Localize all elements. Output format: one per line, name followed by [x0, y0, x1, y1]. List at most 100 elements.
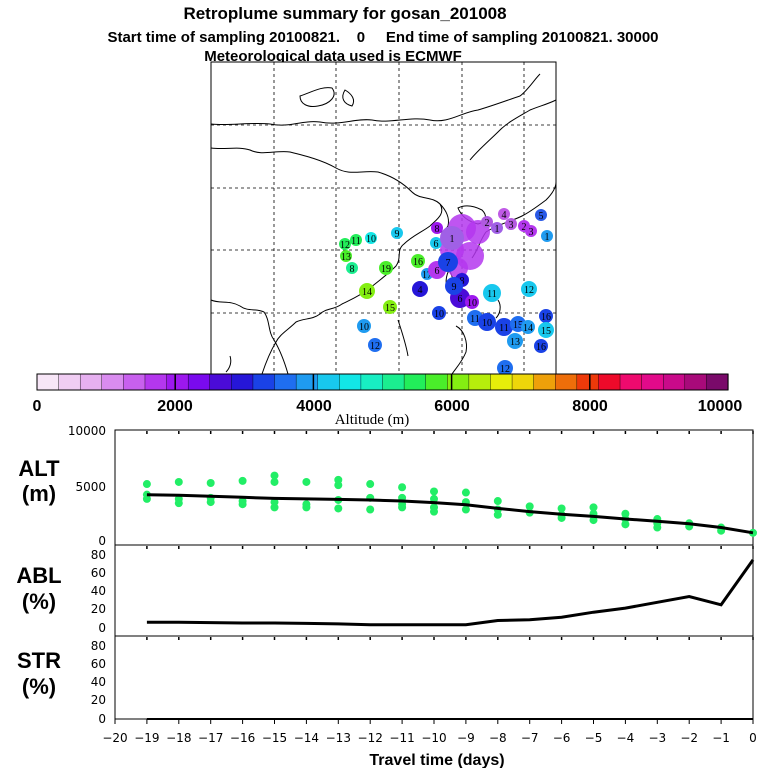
x-tick-label: −12: [358, 731, 383, 745]
colorbar-cell: [187, 373, 211, 391]
map-marker-label: 13: [341, 252, 351, 263]
map-marker: [357, 319, 371, 333]
map-marker: [430, 237, 442, 249]
map-marker: [497, 360, 513, 376]
alt-scatter-point: [270, 503, 279, 512]
colorbar-cell: [101, 373, 124, 391]
alt-scatter-point: [525, 502, 534, 511]
colorbar-title: Altitude (m): [335, 412, 410, 428]
panel-tick-dot: [305, 637, 308, 640]
map-marker: [507, 333, 523, 349]
panel-tick-dot: [720, 546, 722, 549]
map-marker-label: 7: [446, 258, 451, 269]
map-marker: [495, 318, 513, 336]
colorbar-cell: [295, 373, 319, 391]
map-marker-label: 10: [359, 322, 369, 333]
alt-scatter-point: [589, 503, 598, 512]
str-y-ticks: 80 60 40 20 0: [91, 639, 106, 726]
map-marker: [379, 261, 393, 275]
panel-tick-dot: [178, 637, 180, 640]
panel-tick-dot: [592, 637, 595, 640]
abl-ytick-label: 40: [91, 584, 106, 598]
alt-scatter-point: [366, 480, 375, 489]
colorbar-cell: [684, 373, 707, 391]
panel-tick-dot: [401, 431, 403, 434]
panel-tick-dot: [273, 431, 276, 434]
colorbar-tick-label: 2000: [157, 398, 193, 415]
colorbar-cell: [425, 373, 448, 391]
map-marker: [339, 238, 351, 250]
map-marker: [505, 218, 517, 230]
map-marker-label: 10: [434, 309, 444, 320]
x-tick-label: −6: [553, 731, 571, 745]
map-marker-label: 16: [413, 257, 423, 268]
x-tick-label: −1: [712, 731, 730, 745]
map-marker-label: 14: [362, 287, 372, 298]
panel-tick-dot: [560, 546, 563, 549]
panel-tick-dot: [146, 431, 148, 434]
colorbar-cell: [231, 373, 254, 391]
map-marker: [346, 262, 358, 274]
map-marker: [391, 227, 403, 239]
colorbar-cell: [252, 373, 276, 391]
panel-tick-dot: [752, 546, 754, 549]
map-marker-label: 15: [541, 326, 551, 337]
abl-line: [146, 559, 755, 627]
panel-tick-dot: [305, 546, 308, 549]
alt-scatter-point: [238, 476, 247, 485]
alt-scatter-point: [430, 507, 438, 516]
panel-tick-dot: [337, 546, 340, 549]
alt-scatter-point: [398, 503, 407, 512]
map-marker-label: 12: [340, 240, 350, 251]
map-marker-label: 2: [485, 218, 490, 229]
map-marker: [538, 322, 554, 338]
panel-tick-dot: [337, 637, 340, 640]
x-tick-label: −15: [262, 731, 287, 745]
map-marker: [368, 338, 382, 352]
alt-scatter-point: [302, 477, 311, 486]
panel-tick-dot: [209, 637, 212, 640]
x-tick-label: −20: [102, 731, 127, 745]
map-marker: [340, 250, 352, 262]
coastlines: [210, 73, 557, 375]
map-marker-label: 17: [422, 270, 432, 281]
map-marker: [432, 306, 446, 320]
panel-tick-dot: [178, 431, 180, 434]
alt-scatter-point: [174, 477, 183, 486]
map-marker: [498, 208, 510, 220]
panel-tick-dot: [337, 431, 340, 434]
colorbar-cell: [555, 373, 578, 391]
x-axis-ticks: −20 −19 −18 −17 −16 −15 −14 −13 −12 −11 −10 −9 −8 −7−…: [102, 719, 757, 745]
colorbar-tick-labels: 0 2000 4000 6000 8000 10000: [33, 398, 743, 415]
map-marker-label: 10: [482, 318, 492, 329]
panel-tick-dot: [688, 637, 690, 640]
panel-tick-dot: [241, 431, 244, 434]
panels-frame: [114, 429, 754, 720]
colorbar-cell: [360, 373, 384, 391]
panel-tick-dot: [273, 637, 276, 640]
colorbar-frame: [36, 373, 729, 391]
map-marker-label: 6: [434, 239, 439, 250]
colorbar-cell: [339, 373, 362, 391]
colorbar-cells: [36, 373, 729, 391]
map-marker-label: 4: [418, 285, 423, 296]
panel-tick-dot: [624, 637, 627, 640]
x-tick-label: −13: [326, 731, 351, 745]
abl-marks: [146, 559, 755, 627]
map-marker: [412, 281, 428, 297]
map-marker: [438, 252, 458, 272]
figure-title: Retroplume summary for gosan_201008: [183, 4, 506, 23]
panel-tick-dot: [624, 431, 627, 434]
alt-scatter-point: [142, 494, 151, 503]
str-ytick-label: 0: [98, 712, 106, 726]
map-marker: [534, 339, 548, 353]
panel-tick-dot: [401, 546, 403, 549]
map-marker: [539, 309, 553, 323]
colorbar-cell: [576, 373, 600, 391]
map-marker: [481, 216, 493, 228]
map-marker: [431, 222, 443, 234]
map-marker-label: 12: [524, 285, 534, 296]
x-tick-label: −17: [198, 731, 223, 745]
abl-panel: ABL (%) 80 60 40 20 0: [16, 548, 755, 635]
